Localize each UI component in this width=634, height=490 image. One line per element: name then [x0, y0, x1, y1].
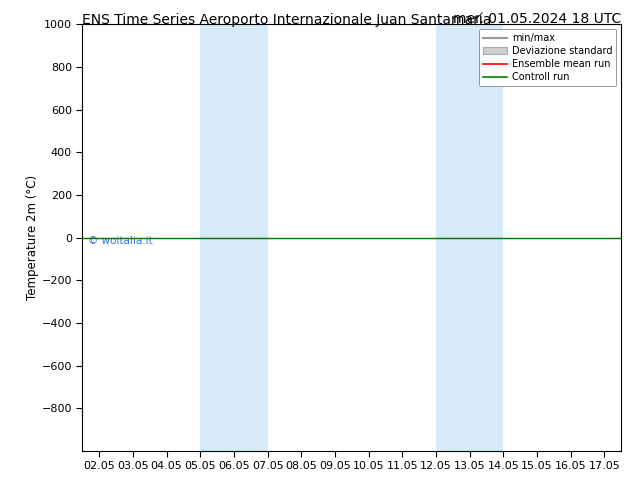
Text: © woitalia.it: © woitalia.it — [87, 236, 153, 246]
Y-axis label: Temperature 2m (°C): Temperature 2m (°C) — [26, 175, 39, 300]
Text: ENS Time Series Aeroporto Internazionale Juan Santamaría: ENS Time Series Aeroporto Internazionale… — [82, 12, 492, 27]
Bar — [436, 24, 503, 451]
Legend: min/max, Deviazione standard, Ensemble mean run, Controll run: min/max, Deviazione standard, Ensemble m… — [479, 29, 616, 86]
Text: mer. 01.05.2024 18 UTC: mer. 01.05.2024 18 UTC — [453, 12, 621, 26]
Bar — [200, 24, 268, 451]
